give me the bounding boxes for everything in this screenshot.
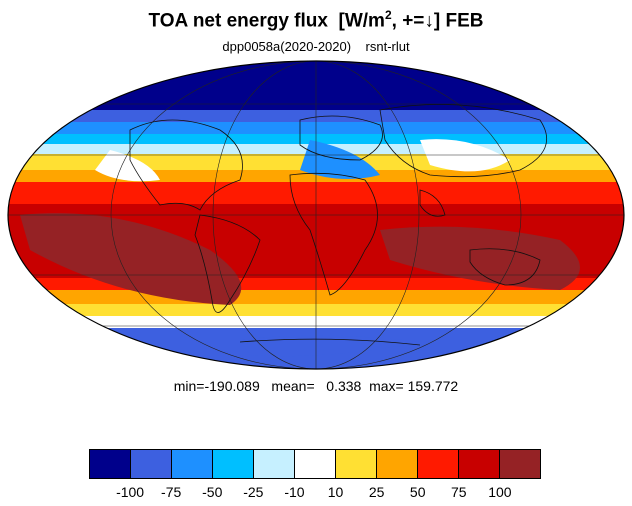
colorbar-segment: [254, 450, 295, 478]
colorbar-segment: [90, 450, 131, 478]
colorbar-tick-label: 50: [409, 484, 426, 500]
colorbar-tick-label: 10: [327, 484, 344, 500]
colorbar-tick-label: -100: [116, 484, 145, 500]
colorbar-tick-label: -25: [243, 484, 264, 500]
colorbar-segment: [418, 450, 459, 478]
colorbar-tick-label: 100: [488, 484, 512, 500]
colorbar-segment: [131, 450, 172, 478]
field-statistics: min=-190.089 mean= 0.338 max= 159.772: [173, 378, 459, 394]
colorbar-segment: [459, 450, 500, 478]
colorbar-tick-label: -10: [284, 484, 305, 500]
colorbar: [89, 449, 541, 479]
colorbar-segment: [500, 450, 540, 478]
colorbar-ticks: -100 -75 -50 -25 -10 10 25 50 75 100: [0, 484, 632, 504]
colorbar-segment: [213, 450, 254, 478]
colorbar-segment: [295, 450, 336, 478]
colorbar-segment: [377, 450, 418, 478]
coastlines: [129, 103, 548, 346]
map-border: [7, 60, 625, 370]
colorbar-tick-label: -75: [161, 484, 182, 500]
colorbar-tick-label: 75: [451, 484, 467, 500]
colorbar-tick-label: -50: [202, 484, 223, 500]
figure-subtitle: dpp0058a(2020-2020) rsnt-rlut: [222, 39, 410, 54]
colorbar-segment: [336, 450, 377, 478]
colorbar-tick-label: 25: [368, 484, 385, 500]
graticule: [8, 61, 624, 369]
figure-title: TOA net energy flux [W/m2, +=↓] FEB: [148, 8, 484, 32]
colorbar-segment: [172, 450, 213, 478]
